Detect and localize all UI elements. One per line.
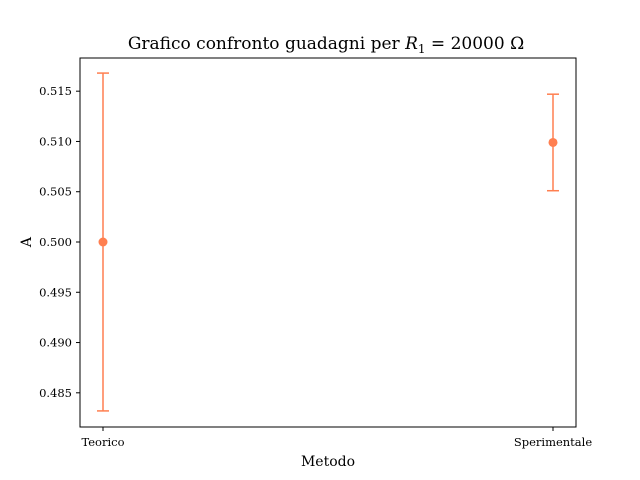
title-variable: R [404, 34, 418, 54]
chart-marks [97, 72, 559, 412]
plot-frame [79, 57, 577, 428]
title-suffix: = 20000 Ω [426, 34, 525, 54]
y-tick-label: 0.490 [39, 336, 72, 350]
y-tick-label: 0.515 [39, 84, 72, 98]
y-tick-label: 0.510 [39, 134, 72, 148]
title-subscript: 1 [418, 42, 426, 56]
y-tick-label: 0.500 [39, 235, 72, 249]
title-prefix: Grafico confronto guadagni per [128, 34, 405, 54]
y-tick-label: 0.505 [39, 185, 72, 199]
y-axis-label: A [19, 236, 35, 248]
x-tick-label: Teorico [81, 435, 124, 449]
y-tick-label: 0.485 [39, 386, 72, 400]
y-axis-ticks: 0.485 0.490 0.495 0.500 0.505 0.510 0.515 [39, 84, 80, 400]
y-tick-label: 0.495 [39, 285, 72, 299]
x-axis-ticks: Teorico Sperimentale [81, 427, 592, 449]
chart-title: Grafico confronto guadagni per R1 = 2000… [128, 34, 524, 56]
data-point [548, 137, 558, 147]
data-point [98, 237, 108, 247]
x-axis-label: Metodo [301, 454, 355, 470]
x-tick-label: Sperimentale [514, 435, 592, 449]
